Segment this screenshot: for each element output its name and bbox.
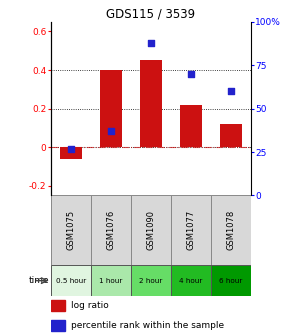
Text: 6 hour: 6 hour (219, 278, 242, 284)
Text: GSM1090: GSM1090 (146, 210, 155, 250)
Text: GSM1077: GSM1077 (186, 210, 195, 250)
Bar (100, 70, 122, 147)
Text: time: time (29, 276, 49, 285)
Bar (211, 196, 251, 265)
Text: GSM1078: GSM1078 (226, 210, 235, 250)
Bar (140, 60, 162, 147)
Title: GDS115 / 3539: GDS115 / 3539 (106, 8, 195, 21)
Bar (220, 124, 241, 147)
Text: GSM1076: GSM1076 (107, 210, 115, 250)
Point (149, 40, 153, 45)
Point (69, 146, 74, 151)
Text: 1 hour: 1 hour (99, 278, 123, 284)
Text: GSM1075: GSM1075 (67, 210, 76, 250)
Bar (91, 265, 131, 296)
Bar (51, 320, 65, 331)
Point (228, 89, 233, 94)
Bar (51, 196, 91, 265)
Bar (60, 147, 82, 159)
Text: 4 hour: 4 hour (179, 278, 202, 284)
Bar (171, 196, 211, 265)
Bar (91, 196, 131, 265)
Point (109, 128, 113, 134)
Point (188, 71, 193, 77)
Text: 2 hour: 2 hour (139, 278, 163, 284)
Bar (131, 265, 171, 296)
Text: 0.5 hour: 0.5 hour (56, 278, 86, 284)
Bar (51, 300, 65, 311)
Text: percentile rank within the sample: percentile rank within the sample (71, 321, 224, 330)
Bar (171, 265, 211, 296)
Text: log ratio: log ratio (71, 301, 109, 310)
Bar (180, 105, 202, 147)
Bar (51, 265, 91, 296)
Bar (131, 196, 171, 265)
Bar (211, 265, 251, 296)
